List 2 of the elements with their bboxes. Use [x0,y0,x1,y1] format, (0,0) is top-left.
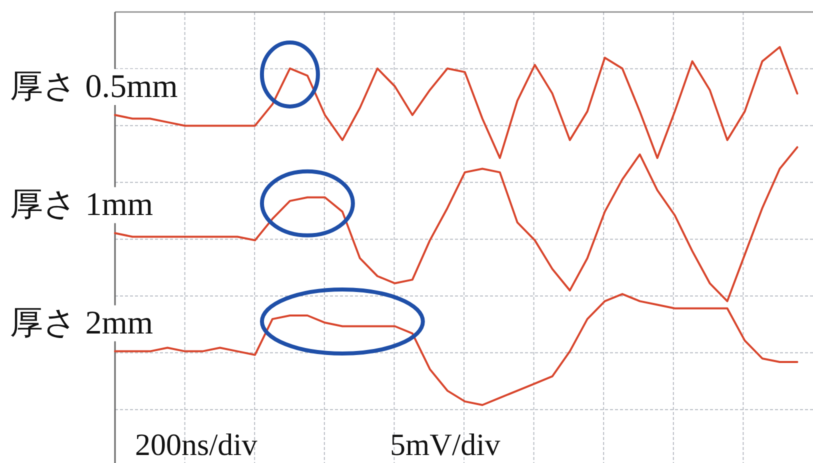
annotation: 5mV/div [390,427,500,462]
annotation: 200ns/div [135,427,258,462]
